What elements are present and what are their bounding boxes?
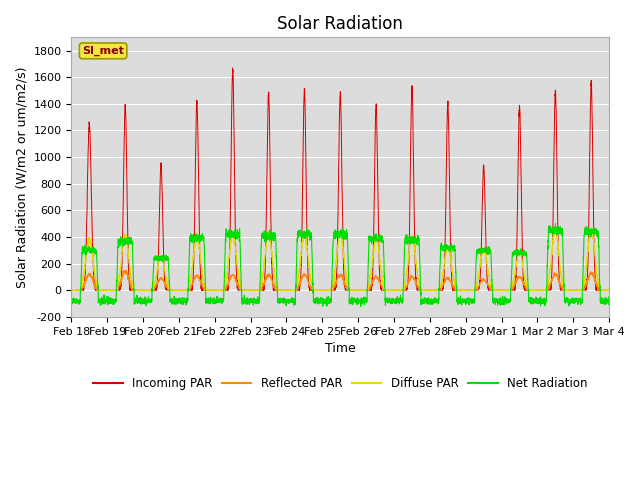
Diffuse PAR <box>605 287 613 293</box>
Net Radiation <box>68 297 76 302</box>
Incoming PAR <box>605 288 613 293</box>
Diffuse PAR <box>461 288 468 293</box>
Diffuse PAR <box>68 288 76 293</box>
Net Radiation <box>431 296 439 301</box>
Net Radiation <box>605 297 613 302</box>
Diffuse PAR <box>588 225 596 230</box>
Reflected PAR <box>461 288 468 293</box>
Incoming PAR <box>492 288 499 293</box>
Reflected PAR <box>605 288 613 293</box>
Diffuse PAR <box>492 288 499 293</box>
Y-axis label: Solar Radiation (W/m2 or um/m2/s): Solar Radiation (W/m2 or um/m2/s) <box>15 66 28 288</box>
Diffuse PAR <box>164 284 172 290</box>
X-axis label: Time: Time <box>325 342 356 355</box>
Incoming PAR <box>92 288 100 293</box>
Line: Diffuse PAR: Diffuse PAR <box>72 228 609 290</box>
Reflected PAR <box>122 267 130 273</box>
Net Radiation <box>492 298 499 303</box>
Legend: Incoming PAR, Reflected PAR, Diffuse PAR, Net Radiation: Incoming PAR, Reflected PAR, Diffuse PAR… <box>88 372 592 395</box>
Incoming PAR <box>228 65 236 71</box>
Diffuse PAR <box>605 288 612 293</box>
Net Radiation <box>357 304 365 310</box>
Diffuse PAR <box>320 287 328 293</box>
Incoming PAR <box>431 288 439 293</box>
Reflected PAR <box>431 288 439 293</box>
Net Radiation <box>320 298 328 304</box>
Incoming PAR <box>605 288 612 293</box>
Reflected PAR <box>492 288 499 293</box>
Net Radiation <box>605 298 612 304</box>
Incoming PAR <box>68 288 76 293</box>
Line: Reflected PAR: Reflected PAR <box>72 270 609 290</box>
Reflected PAR <box>605 288 612 293</box>
Diffuse PAR <box>431 288 438 293</box>
Line: Incoming PAR: Incoming PAR <box>72 68 609 290</box>
Incoming PAR <box>321 288 328 293</box>
Incoming PAR <box>461 288 468 293</box>
Incoming PAR <box>164 288 172 293</box>
Net Radiation <box>164 256 172 262</box>
Net Radiation <box>552 221 559 227</box>
Net Radiation <box>461 299 468 305</box>
Reflected PAR <box>164 285 172 291</box>
Title: Solar Radiation: Solar Radiation <box>277 15 403 33</box>
Reflected PAR <box>68 288 76 293</box>
Reflected PAR <box>320 288 328 293</box>
Text: SI_met: SI_met <box>82 46 124 56</box>
Line: Net Radiation: Net Radiation <box>72 224 609 307</box>
